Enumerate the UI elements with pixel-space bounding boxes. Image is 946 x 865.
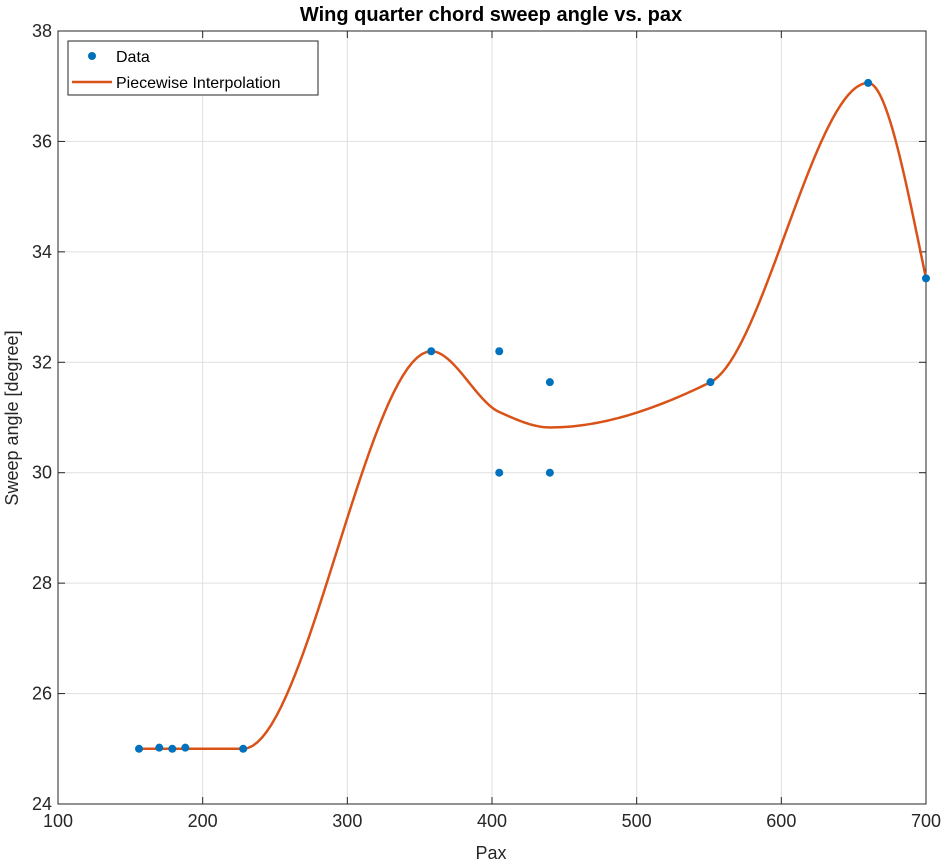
y-tick-label: 26: [32, 684, 52, 704]
data-point: [427, 347, 436, 356]
data-point: [545, 468, 554, 477]
x-tick-label: 500: [622, 811, 652, 831]
x-tick-label: 400: [477, 811, 507, 831]
data-point: [545, 378, 554, 387]
grid-lines: [57, 30, 927, 805]
x-tick-label: 200: [188, 811, 218, 831]
data-point: [706, 378, 715, 387]
legend-box: [67, 40, 319, 96]
interpolation-line: [139, 81, 928, 751]
x-axis-label: Pax: [475, 843, 506, 863]
y-tick-label: 32: [32, 352, 52, 372]
legend: Data Piecewise Interpolation: [67, 40, 319, 96]
axes-box: [57, 30, 927, 805]
x-tick-label: 600: [766, 811, 796, 831]
chart-title: Wing quarter chord sweep angle vs. pax: [300, 4, 682, 26]
tick-labels: 100 200 300 400 500 600 700 24 26 28 30 32 34 36 38: [32, 21, 941, 831]
legend-label: Piecewise Interpolation: [116, 75, 281, 92]
data-point: [181, 743, 190, 752]
data-point: [864, 78, 873, 87]
legend-label: Data: [116, 49, 150, 66]
y-tick-label: 34: [32, 242, 52, 262]
y-tick-label: 38: [32, 21, 52, 41]
y-tick-label: 30: [32, 463, 52, 483]
plot-series: [135, 78, 930, 753]
data-point: [495, 347, 504, 356]
data-point: [239, 744, 248, 753]
y-axis-label: Sweep angle [degree]: [2, 330, 22, 505]
legend-marker-data: [88, 52, 96, 60]
data-point: [168, 744, 177, 753]
data-point: [155, 743, 164, 752]
y-tick-label: 24: [32, 794, 52, 814]
x-tick-label: 100: [43, 811, 73, 831]
x-tick-label: 700: [911, 811, 941, 831]
data-point: [135, 744, 144, 753]
x-tick-label: 300: [332, 811, 362, 831]
y-tick-label: 36: [32, 131, 52, 151]
data-point: [922, 274, 930, 283]
data-point: [495, 468, 504, 477]
y-tick-label: 28: [32, 573, 52, 593]
